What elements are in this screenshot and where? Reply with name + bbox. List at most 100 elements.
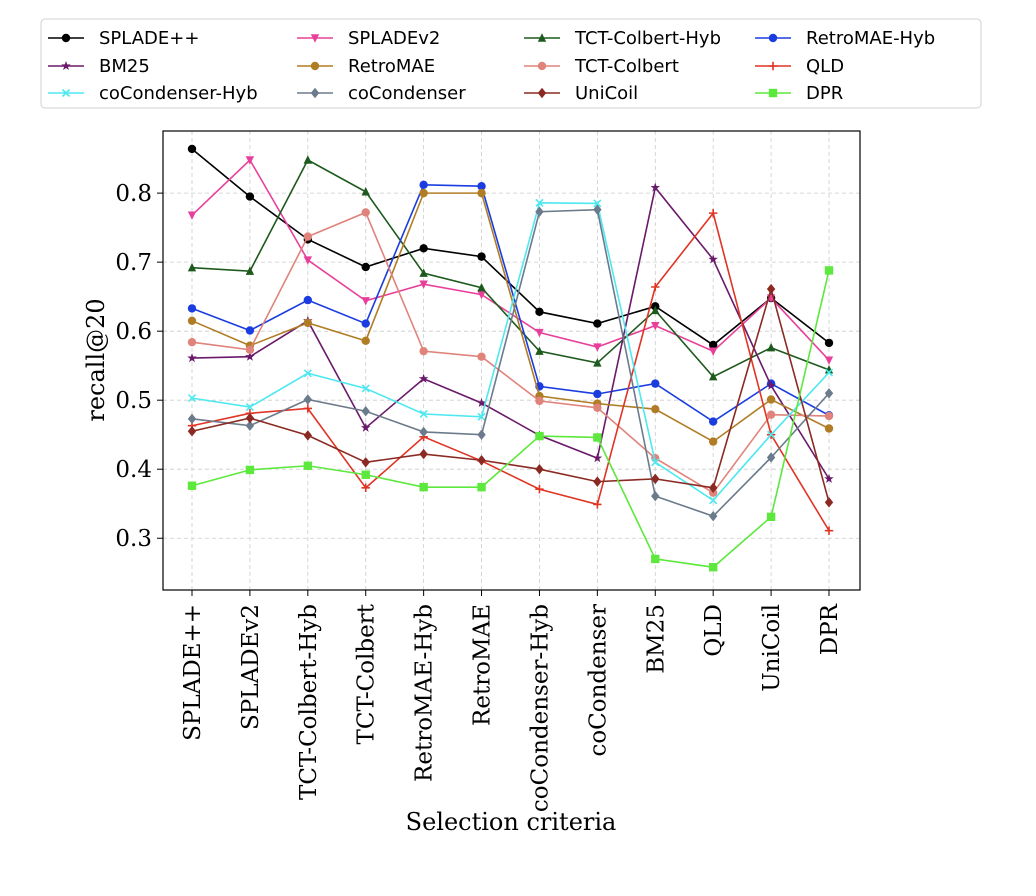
data-point — [709, 496, 718, 505]
data-point — [303, 318, 313, 328]
legend-swatch-marker — [61, 33, 71, 43]
data-point — [187, 316, 197, 326]
data-point — [824, 356, 834, 365]
data-point — [824, 497, 834, 508]
legend-label: BM25 — [99, 56, 150, 77]
data-point — [708, 347, 718, 356]
x-axis-label: Selection criteria — [406, 808, 617, 836]
series-line — [191, 184, 830, 423]
legend-label: SPLADEv2 — [348, 28, 440, 49]
legend-label: DPR — [806, 83, 843, 104]
x-tick-label: UniCoil — [759, 604, 785, 692]
data-point — [708, 437, 718, 446]
data-point — [535, 328, 544, 338]
legend-label: coCondenser-Hyb — [99, 83, 258, 104]
data-point — [245, 192, 255, 201]
plot-frame — [162, 130, 861, 591]
y-tick-label: 0.5 — [115, 388, 152, 414]
data-point — [361, 187, 370, 196]
legend-frame — [40, 18, 982, 109]
series-line — [191, 148, 830, 346]
y-tick-label: 0.3 — [115, 526, 152, 552]
data-point — [187, 394, 197, 403]
series-line — [191, 286, 830, 503]
data-point — [418, 373, 429, 383]
data-point — [187, 211, 197, 220]
y-axis-label: recall@20 — [82, 298, 110, 421]
data-point — [651, 473, 660, 485]
legend-swatch-marker — [310, 87, 320, 99]
data-point — [245, 420, 255, 431]
data-point — [477, 429, 486, 440]
data-point — [593, 319, 602, 328]
x-tick-label: BM25 — [643, 604, 669, 674]
data-point — [477, 455, 486, 466]
data-point — [593, 343, 602, 352]
legend-item: RetroMAE — [297, 56, 435, 77]
series-line — [191, 201, 830, 502]
series-line — [191, 192, 830, 443]
data-point — [824, 424, 834, 433]
data-point — [303, 369, 312, 378]
data-point — [824, 473, 834, 483]
legend-swatch-marker — [537, 61, 547, 71]
data-point — [419, 426, 428, 438]
legend-swatch-marker — [537, 33, 547, 42]
legend-swatch-marker — [537, 87, 547, 99]
legend-label: UniCoil — [575, 83, 638, 104]
legend-label: RetroMAE-Hyb — [806, 28, 935, 49]
x-tick-label: coCondenser-Hyb — [527, 604, 553, 812]
data-point — [245, 345, 255, 355]
data-point — [361, 336, 370, 346]
x-tick-label: SPLADEv2 — [238, 604, 264, 730]
data-point — [708, 482, 718, 494]
data-point — [419, 482, 428, 492]
legend-item: BM25 — [48, 56, 150, 77]
data-point — [535, 485, 544, 494]
data-point — [361, 262, 370, 272]
data-point — [187, 481, 197, 490]
data-point — [651, 379, 660, 388]
data-point — [187, 338, 197, 347]
x-tick-label: SPLADE++ — [180, 604, 206, 741]
data-point — [708, 372, 718, 381]
data-point — [535, 431, 544, 441]
data-point — [535, 198, 544, 207]
x-tick-label: DPR — [817, 603, 843, 655]
data-point — [477, 188, 486, 198]
data-point — [303, 404, 313, 413]
x-tick-label: RetroMAE-Hyb — [412, 604, 438, 782]
data-point — [651, 404, 660, 414]
legend-item: SPLADEv2 — [297, 28, 440, 49]
x-tick-label: QLD — [701, 604, 727, 657]
data-point — [824, 411, 834, 421]
series-layer — [187, 144, 834, 572]
data-point — [361, 457, 370, 468]
data-point — [708, 254, 718, 264]
data-point — [187, 262, 197, 272]
data-point — [477, 182, 486, 191]
data-point — [593, 204, 602, 215]
y-axis: 0.3 0.4 0.5 0.6 0.7 0.8 — [115, 181, 163, 552]
data-point — [303, 295, 313, 305]
data-point — [766, 512, 776, 522]
data-point — [650, 182, 661, 192]
series-11 — [187, 266, 834, 572]
series-1 — [187, 156, 834, 365]
series-line — [191, 211, 830, 494]
series-6 — [187, 208, 834, 497]
series-9 — [187, 204, 834, 522]
data-point — [824, 338, 834, 348]
series-line — [191, 270, 830, 569]
data-point — [419, 268, 428, 277]
legend-item: coCondenser-Hyb — [48, 83, 258, 104]
grid — [163, 131, 860, 590]
x-tick-label: TCT-Colbert-Hyb — [296, 604, 322, 800]
legend-item: QLD — [755, 56, 844, 77]
data-point — [708, 208, 718, 218]
y-tick-label: 0.8 — [115, 181, 152, 207]
data-point — [419, 409, 428, 419]
series-10 — [187, 283, 834, 508]
legend-swatch-marker — [61, 61, 71, 71]
